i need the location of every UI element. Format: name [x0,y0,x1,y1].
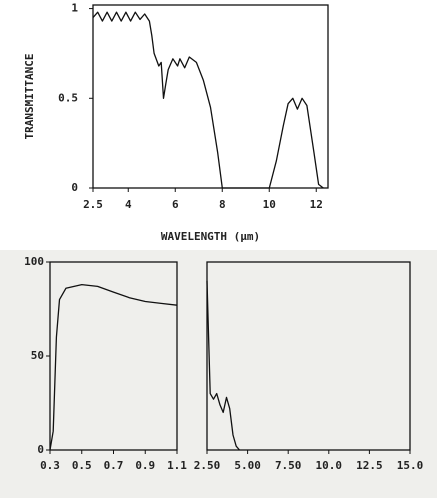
y-axis-title: TRANSMITTANCE [23,53,36,139]
y-tick-label: 0.5 [58,91,78,104]
x-tick-label: 0.5 [72,459,92,472]
y-tick-label: 0 [71,181,78,194]
y-tick-label: 50 [31,349,44,362]
plot-frame [92,4,329,189]
x-tick-label: 10.0 [316,459,343,472]
x-tick-label: 4 [125,198,132,211]
x-tick-label: 10 [263,198,276,211]
x-tick-label: 2.50 [194,459,221,472]
y-tick-label: 0 [37,443,44,456]
paper-background [0,250,437,498]
x-tick-label: 0.9 [135,459,155,472]
x-tick-label: 0.3 [40,459,60,472]
x-tick-label: 2.5 [83,198,103,211]
x-tick-label: 12.5 [356,459,383,472]
data-line [49,283,178,451]
y-tick-label: 1 [71,2,78,15]
x-tick-label: 6 [172,198,179,211]
x-tick-label: 8 [219,198,226,211]
x-tick-label: 12 [310,198,323,211]
y-tick-label: 100 [24,255,44,268]
data-line [206,280,240,451]
x-tick-label: 5.00 [234,459,261,472]
x-axis-title: WAVELENGTH (μm) [161,230,260,243]
plot-frame [206,261,411,451]
x-tick-label: 1.1 [167,459,187,472]
data-line [92,11,324,189]
x-tick-label: 7.50 [275,459,302,472]
x-tick-label: 15.0 [397,459,424,472]
x-tick-label: 0.7 [104,459,124,472]
